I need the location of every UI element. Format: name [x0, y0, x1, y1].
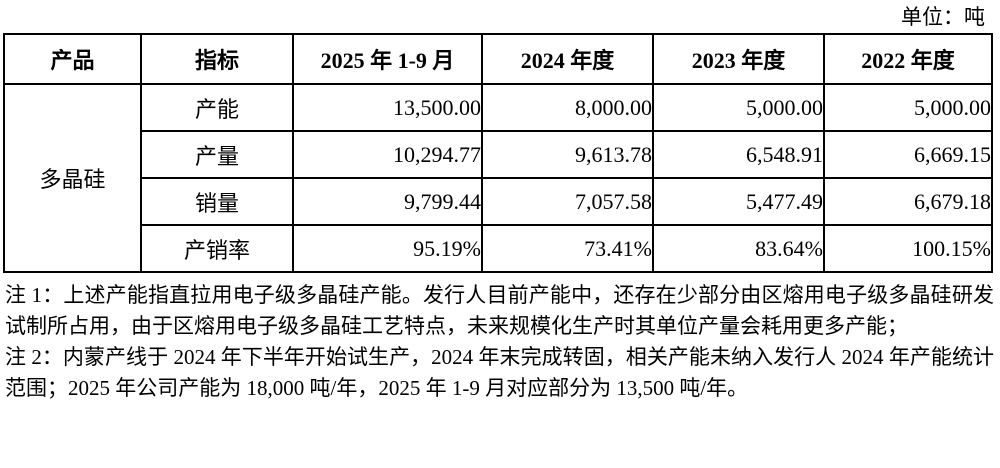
- footnotes: 注 1：上述产能指直拉用电子级多晶硅产能。发行人目前产能中，还存在少部分由区熔用…: [5, 280, 994, 404]
- production-capacity-table: 产品 指标 2025 年 1-9 月 2024 年度 2023 年度 2022 …: [3, 33, 993, 273]
- footnote-1: 注 1：上述产能指直拉用电子级多晶硅产能。发行人目前产能中，还存在少部分由区熔用…: [5, 283, 994, 338]
- indicator-cell: 产销率: [140, 224, 294, 273]
- value-cell: 83.64%: [652, 224, 825, 273]
- value-cell: 6,679.18: [823, 177, 993, 226]
- column-header-2024: 2024 年度: [481, 33, 654, 85]
- table-row: 产销率 95.19% 73.41% 83.64% 100.15%: [4, 224, 993, 273]
- value-cell: 95.19%: [292, 224, 483, 273]
- value-cell: 6,669.15: [823, 130, 993, 179]
- value-cell: 100.15%: [823, 224, 993, 273]
- indicator-cell: 销量: [140, 177, 294, 226]
- table-row: 多晶硅 产能 13,500.00 8,000.00 5,000.00 5,000…: [3, 83, 993, 273]
- column-header-2022: 2022 年度: [823, 33, 993, 85]
- indicator-cell: 产量: [140, 130, 294, 179]
- indicator-cell: 产能: [140, 83, 294, 132]
- value-cell: 5,000.00: [652, 83, 825, 132]
- value-cell: 10,294.77: [292, 130, 483, 179]
- value-cell: 9,613.78: [481, 130, 654, 179]
- value-cell: 8,000.00: [481, 83, 654, 132]
- value-cell: 6,548.91: [652, 130, 825, 179]
- column-header-product: 产品: [3, 33, 142, 85]
- value-cell: 7,057.58: [481, 177, 654, 226]
- value-cell: 9,799.44: [292, 177, 483, 226]
- footnote-2: 注 2：内蒙产线于 2024 年下半年开始试生产，2024 年末完成转固，相关产…: [5, 345, 994, 400]
- product-cell: 多晶硅: [3, 83, 142, 273]
- table-row: 销量 9,799.44 7,057.58 5,477.49 6,679.18: [4, 177, 993, 226]
- column-header-2023: 2023 年度: [652, 33, 825, 85]
- column-header-indicator: 指标: [140, 33, 294, 85]
- value-cell: 5,000.00: [823, 83, 993, 132]
- table-header-row: 产品 指标 2025 年 1-9 月 2024 年度 2023 年度 2022 …: [3, 33, 993, 85]
- table-row: 产量 10,294.77 9,613.78 6,548.91 6,669.15: [4, 130, 993, 179]
- unit-label: 单位：吨: [901, 5, 985, 29]
- value-cell: 73.41%: [481, 224, 654, 273]
- value-cell: 13,500.00: [292, 83, 483, 132]
- value-cell: 5,477.49: [652, 177, 825, 226]
- column-header-2025: 2025 年 1-9 月: [292, 33, 483, 85]
